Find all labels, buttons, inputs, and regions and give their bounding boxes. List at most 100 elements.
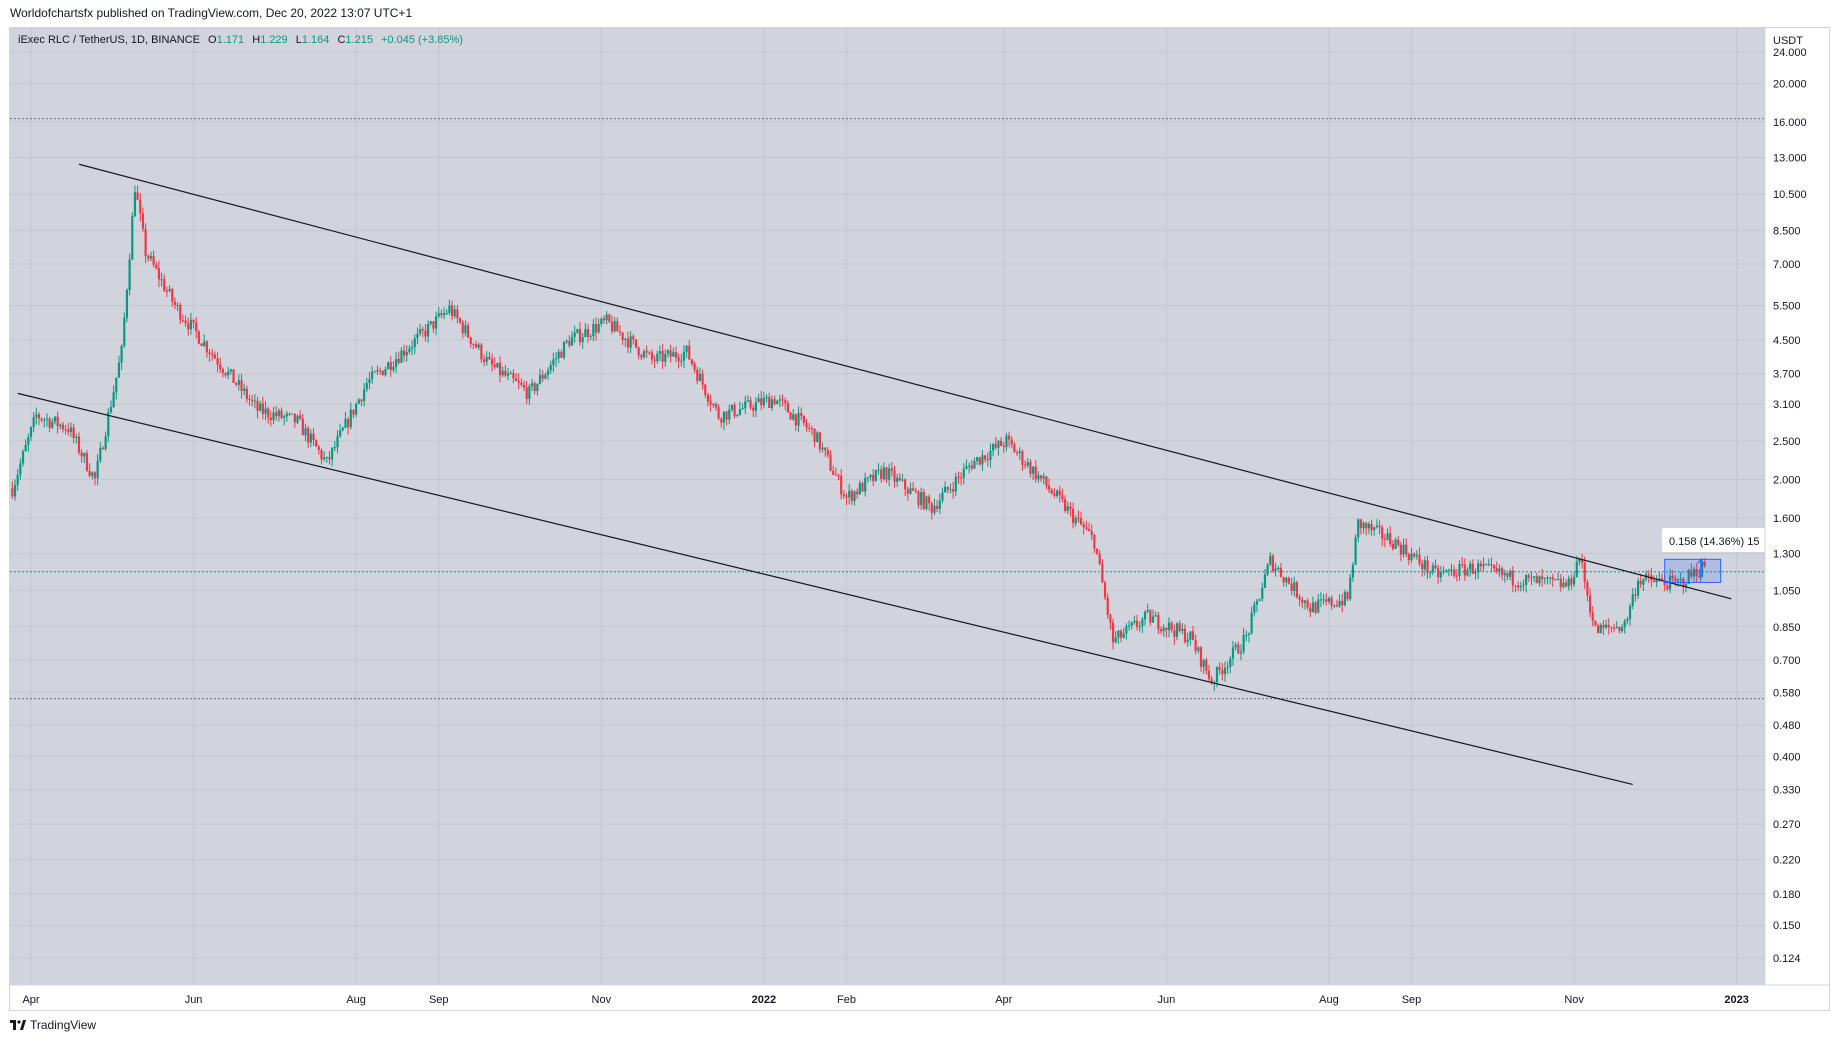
candle-body <box>211 354 214 356</box>
time-tick-label: Apr <box>22 994 39 1006</box>
candle-body <box>1655 579 1658 583</box>
candle-body <box>1687 570 1690 584</box>
candle-body <box>1125 626 1128 634</box>
candle-body <box>1357 519 1360 538</box>
candle-body <box>722 411 726 423</box>
candle-body <box>1151 616 1155 623</box>
candle-body <box>1255 600 1259 605</box>
candle-body <box>1394 539 1397 549</box>
candle-body <box>1410 553 1413 561</box>
candle-body <box>669 350 672 357</box>
candle-body <box>1365 522 1368 529</box>
candle-body <box>680 360 683 362</box>
candle-body <box>1215 667 1219 683</box>
candle-body <box>139 199 142 214</box>
candle-body <box>1623 620 1626 628</box>
candle-body <box>632 336 635 340</box>
candle-body <box>797 413 800 426</box>
candle-body <box>331 447 334 460</box>
candle-body <box>434 316 438 329</box>
candle-body <box>1242 634 1245 652</box>
candle-body <box>1146 610 1149 612</box>
candle-body <box>1466 569 1469 576</box>
symbol-legend: iExec RLC / TetherUS, 1D, BINANCE O1.171… <box>18 34 463 46</box>
candle-body <box>573 332 576 337</box>
price-tick-label: 13.000 <box>1773 152 1807 164</box>
candle-body <box>432 321 435 329</box>
candle-body <box>512 373 515 379</box>
candle-body <box>813 428 816 443</box>
candle-body <box>1503 573 1506 576</box>
tradingview-logo[interactable]: TradingView <box>10 1018 96 1032</box>
candle-body <box>32 417 35 428</box>
candle-body <box>1295 582 1299 598</box>
candle-body <box>200 343 203 346</box>
candle-body <box>1602 624 1605 628</box>
candle-body <box>192 319 195 323</box>
candle-body <box>1567 578 1570 587</box>
price-tick-label: 1.050 <box>1773 585 1801 597</box>
candle-body <box>85 453 89 471</box>
candle-body <box>1527 575 1530 578</box>
candle-body <box>1063 499 1067 512</box>
candle-body <box>693 363 696 370</box>
price-tick-label: 1.600 <box>1773 513 1801 525</box>
candle-body <box>1591 612 1594 621</box>
candle-body <box>586 329 590 338</box>
candle-body <box>866 477 869 479</box>
candle-body <box>1431 565 1434 573</box>
candle-body <box>1077 517 1080 519</box>
candle-body <box>688 345 691 360</box>
symbol-label[interactable]: iExec RLC / TetherUS, 1D, BINANCE <box>18 34 200 46</box>
tradingview-logo-icon <box>10 1020 26 1030</box>
candle-body <box>101 447 105 450</box>
candle-body <box>1226 667 1229 669</box>
candle-body <box>1351 564 1354 578</box>
candle-body <box>93 472 97 479</box>
open-label: O <box>208 34 217 46</box>
candle-body <box>885 467 888 480</box>
candle-body <box>936 505 939 509</box>
candle-body <box>328 456 331 460</box>
candle-body <box>672 352 675 357</box>
price-tick-label: 0.270 <box>1773 819 1801 831</box>
candle-body <box>243 388 246 391</box>
candle-body <box>165 290 169 292</box>
candle-body <box>496 362 499 368</box>
candle-body <box>349 409 352 428</box>
candle-body <box>213 354 216 359</box>
price-tick-label: 0.400 <box>1773 751 1801 763</box>
candle-body <box>616 321 619 332</box>
candle-body <box>304 428 307 436</box>
candle-body <box>1663 580 1666 586</box>
candle-body <box>1005 435 1008 448</box>
candle-body <box>1042 476 1045 479</box>
candle-body <box>157 268 161 280</box>
candle-body <box>1596 625 1600 634</box>
price-tick-label: 20.000 <box>1773 78 1807 90</box>
candle-body <box>592 324 595 337</box>
candle-body <box>1477 563 1480 572</box>
candle-body <box>829 455 832 471</box>
candle-body <box>1458 564 1461 577</box>
candle-body <box>1354 537 1357 565</box>
candle-body <box>363 389 366 402</box>
candle-body <box>840 475 843 495</box>
chart-frame <box>9 27 1830 1011</box>
candle-body <box>1612 627 1616 629</box>
candle-body <box>1122 633 1125 638</box>
close-value: 1.215 <box>345 34 373 46</box>
candle-body <box>1327 597 1331 602</box>
candle-body <box>1618 626 1621 632</box>
candle-body <box>1229 658 1232 668</box>
candle-body <box>1290 583 1293 591</box>
measure-arrow-head <box>1697 558 1705 564</box>
candle-body <box>1660 578 1664 581</box>
candle-body <box>941 492 944 501</box>
candle-body <box>506 373 510 376</box>
candle-body <box>293 413 296 423</box>
candle-body <box>267 408 270 418</box>
candle-body <box>738 409 742 415</box>
candle-body <box>640 355 643 358</box>
